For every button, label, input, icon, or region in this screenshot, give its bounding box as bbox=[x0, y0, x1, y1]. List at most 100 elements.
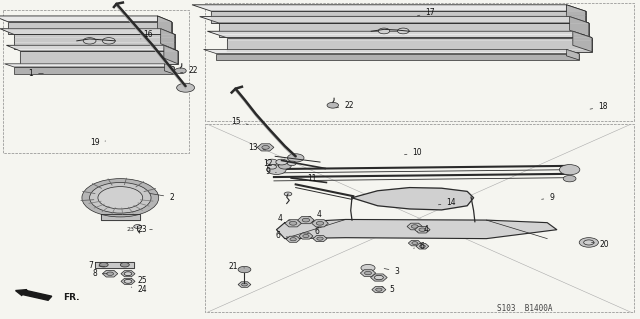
Text: 9: 9 bbox=[265, 167, 276, 176]
Polygon shape bbox=[200, 17, 589, 23]
Text: 23: 23 bbox=[137, 225, 152, 234]
Circle shape bbox=[284, 192, 292, 196]
Polygon shape bbox=[408, 240, 421, 246]
Circle shape bbox=[120, 263, 129, 267]
Text: 22: 22 bbox=[180, 66, 198, 75]
Circle shape bbox=[420, 245, 426, 248]
Circle shape bbox=[99, 263, 108, 267]
Polygon shape bbox=[0, 16, 172, 22]
Polygon shape bbox=[216, 54, 579, 60]
Polygon shape bbox=[219, 23, 589, 37]
Circle shape bbox=[238, 266, 251, 273]
Text: 21: 21 bbox=[229, 262, 244, 271]
Polygon shape bbox=[257, 144, 274, 151]
Text: 3: 3 bbox=[384, 267, 399, 276]
Polygon shape bbox=[570, 17, 589, 37]
Text: 8: 8 bbox=[92, 269, 108, 278]
Text: 2: 2 bbox=[150, 193, 174, 202]
Polygon shape bbox=[20, 51, 178, 64]
Circle shape bbox=[125, 280, 131, 283]
Text: 18: 18 bbox=[590, 102, 607, 111]
Circle shape bbox=[361, 264, 375, 271]
Text: 12: 12 bbox=[263, 159, 279, 168]
Circle shape bbox=[134, 225, 141, 228]
Polygon shape bbox=[164, 45, 178, 64]
Circle shape bbox=[419, 228, 426, 231]
Circle shape bbox=[83, 38, 96, 44]
Circle shape bbox=[376, 288, 382, 291]
Text: 11: 11 bbox=[300, 174, 317, 182]
Circle shape bbox=[287, 154, 304, 162]
Circle shape bbox=[397, 28, 409, 34]
Circle shape bbox=[584, 240, 594, 245]
Polygon shape bbox=[95, 262, 134, 268]
Text: 19: 19 bbox=[90, 138, 106, 147]
Polygon shape bbox=[211, 11, 586, 23]
Circle shape bbox=[90, 182, 151, 213]
Text: FR.: FR. bbox=[63, 293, 79, 302]
Polygon shape bbox=[566, 5, 586, 23]
Polygon shape bbox=[312, 220, 328, 227]
Polygon shape bbox=[101, 214, 140, 220]
Circle shape bbox=[98, 187, 143, 209]
Polygon shape bbox=[6, 45, 178, 51]
Text: 10: 10 bbox=[404, 148, 422, 157]
Circle shape bbox=[316, 221, 324, 225]
Polygon shape bbox=[14, 67, 174, 74]
Circle shape bbox=[327, 102, 339, 108]
Circle shape bbox=[124, 272, 132, 276]
Circle shape bbox=[378, 28, 390, 34]
Polygon shape bbox=[371, 274, 387, 281]
Text: 6: 6 bbox=[413, 242, 425, 251]
Polygon shape bbox=[238, 282, 251, 287]
Circle shape bbox=[563, 175, 576, 182]
Polygon shape bbox=[192, 5, 586, 11]
Text: 4: 4 bbox=[308, 210, 321, 219]
Polygon shape bbox=[276, 219, 557, 239]
Polygon shape bbox=[204, 49, 579, 54]
Circle shape bbox=[82, 179, 159, 217]
Text: 7: 7 bbox=[88, 261, 105, 270]
Circle shape bbox=[579, 238, 598, 247]
Circle shape bbox=[124, 279, 132, 283]
Text: 23: 23 bbox=[127, 226, 134, 232]
Text: 13: 13 bbox=[248, 143, 266, 152]
Circle shape bbox=[303, 234, 309, 238]
Circle shape bbox=[102, 38, 115, 44]
Text: 5: 5 bbox=[381, 285, 394, 294]
Circle shape bbox=[289, 221, 297, 225]
Polygon shape bbox=[286, 236, 300, 242]
Text: 9: 9 bbox=[541, 193, 554, 202]
Polygon shape bbox=[4, 64, 174, 67]
Polygon shape bbox=[121, 271, 135, 277]
Circle shape bbox=[317, 237, 323, 240]
Circle shape bbox=[287, 161, 296, 166]
Polygon shape bbox=[407, 223, 422, 230]
Polygon shape bbox=[164, 64, 174, 74]
Polygon shape bbox=[299, 233, 313, 239]
Text: 1: 1 bbox=[28, 69, 44, 78]
Polygon shape bbox=[285, 220, 301, 227]
Text: 25: 25 bbox=[131, 276, 147, 285]
Polygon shape bbox=[352, 188, 474, 210]
Polygon shape bbox=[207, 31, 592, 38]
Circle shape bbox=[242, 283, 248, 286]
Circle shape bbox=[365, 271, 371, 275]
Text: 6: 6 bbox=[307, 227, 319, 236]
Text: 14: 14 bbox=[438, 198, 456, 207]
Circle shape bbox=[177, 83, 195, 92]
Circle shape bbox=[266, 159, 278, 165]
Polygon shape bbox=[416, 243, 429, 249]
Polygon shape bbox=[121, 278, 135, 285]
FancyArrow shape bbox=[15, 290, 52, 300]
Circle shape bbox=[412, 225, 418, 228]
Text: 4: 4 bbox=[278, 214, 291, 223]
Polygon shape bbox=[566, 49, 579, 60]
Text: 20: 20 bbox=[591, 241, 610, 249]
Polygon shape bbox=[298, 217, 314, 224]
Circle shape bbox=[276, 159, 287, 165]
Polygon shape bbox=[102, 271, 118, 277]
Polygon shape bbox=[372, 286, 386, 293]
Polygon shape bbox=[227, 38, 592, 52]
Polygon shape bbox=[161, 29, 175, 49]
